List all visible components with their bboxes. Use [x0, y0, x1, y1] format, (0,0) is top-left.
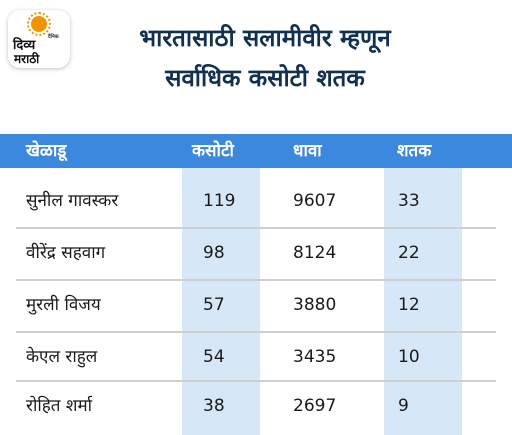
divya-marathi-logo: दिव्य दैनिक मराठी	[8, 10, 70, 68]
cell-runs: 2697	[293, 396, 337, 416]
table-row: सुनील गावस्कर 119 9607 33	[0, 175, 512, 227]
cell-runs: 3435	[293, 347, 337, 367]
cell-player: केएल राहुल	[26, 347, 98, 367]
header-runs: धावा	[293, 141, 322, 161]
logo-text-line2: मराठी	[14, 52, 40, 66]
row-divider	[16, 279, 496, 281]
cell-player: वीरेंद्र सहवाग	[26, 243, 106, 263]
centuries-column-highlight	[384, 168, 462, 435]
cell-player: रोहित शर्मा	[26, 396, 93, 416]
header-player: खेळाडू	[26, 141, 67, 161]
cell-tests: 119	[203, 191, 236, 211]
table-header: खेळाडू कसोटी धावा शतक	[0, 134, 512, 168]
cell-tests: 38	[203, 396, 225, 416]
row-divider	[16, 380, 496, 382]
cell-centuries: 10	[398, 347, 420, 367]
logo-text-line1: दिव्य	[13, 38, 36, 53]
header-tests: कसोटी	[192, 141, 234, 161]
cell-tests: 98	[203, 243, 225, 263]
cell-runs: 9607	[293, 191, 337, 211]
cell-runs: 3880	[293, 295, 337, 315]
sun-icon	[27, 12, 51, 36]
cell-centuries: 22	[398, 243, 420, 263]
table-row: मुरली विजय 57 3880 12	[0, 279, 512, 331]
cell-centuries: 9	[398, 396, 409, 416]
logo-text-small: दैनिक	[48, 34, 59, 40]
cell-tests: 54	[203, 347, 225, 367]
page-title: भारतासाठी सलामीवीर म्हणून सर्वाधिक कसोटी…	[105, 18, 425, 98]
tests-column-highlight	[182, 168, 260, 435]
cell-centuries: 12	[398, 295, 420, 315]
header-centuries: शतक	[397, 141, 432, 161]
title-line-1: भारतासाठी सलामीवीर म्हणून	[139, 24, 391, 52]
row-divider	[16, 331, 496, 333]
row-divider	[16, 227, 496, 229]
cell-player: सुनील गावस्कर	[26, 191, 119, 211]
cell-tests: 57	[203, 295, 225, 315]
title-line-2: सर्वाधिक कसोटी शतक	[165, 64, 365, 92]
cell-player: मुरली विजय	[26, 295, 101, 315]
cell-runs: 8124	[293, 243, 337, 263]
table-row: केएल राहुल 54 3435 10	[0, 331, 512, 383]
table-row: वीरेंद्र सहवाग 98 8124 22	[0, 227, 512, 279]
cell-centuries: 33	[398, 191, 420, 211]
table-row: रोहित शर्मा 38 2697 9	[0, 380, 512, 432]
